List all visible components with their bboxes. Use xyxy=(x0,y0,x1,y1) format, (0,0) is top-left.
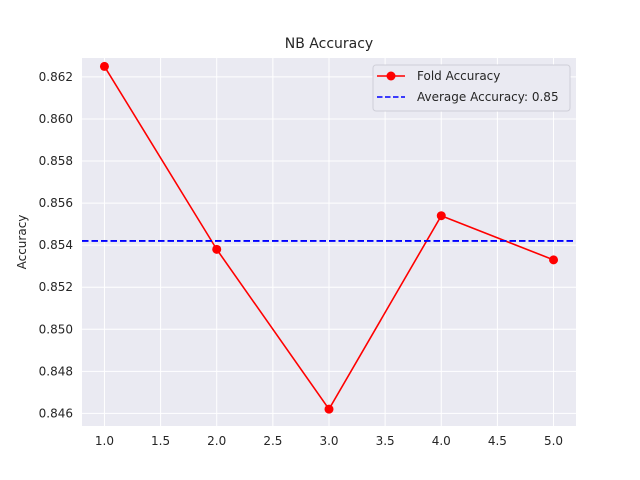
x-tick-label: 3.5 xyxy=(376,434,395,448)
y-tick-label: 0.852 xyxy=(39,280,73,294)
fold-accuracy-point xyxy=(436,211,446,221)
legend-average-label: Average Accuracy: 0.85 xyxy=(417,90,559,104)
y-tick-label: 0.854 xyxy=(39,238,73,252)
y-tick-label: 0.850 xyxy=(39,322,73,336)
y-axis-title: Accuracy xyxy=(15,215,29,270)
series-layer xyxy=(82,61,576,414)
legend: Fold Accuracy Average Accuracy: 0.85 xyxy=(372,64,571,112)
y-tick-label: 0.862 xyxy=(39,70,73,84)
legend-fold-label: Fold Accuracy xyxy=(417,69,500,83)
x-tick-label: 4.5 xyxy=(488,434,507,448)
fold-accuracy-point xyxy=(549,255,559,265)
fold-accuracy-point xyxy=(212,244,222,254)
y-tick-label: 0.858 xyxy=(39,154,73,168)
y-tick-label: 0.846 xyxy=(39,406,73,420)
legend-fold-marker xyxy=(386,71,396,81)
legend-box xyxy=(372,64,571,112)
y-tick-label: 0.860 xyxy=(39,112,73,126)
x-tick-label: 4.0 xyxy=(432,434,451,448)
y-axis-ticks: 0.846 0.848 0.850 0.852 0.854 0.856 0.858 0.860… xyxy=(39,70,73,420)
x-tick-label: 2.0 xyxy=(207,434,226,448)
chart-title: NB Accuracy xyxy=(285,36,373,52)
y-tick-label: 0.856 xyxy=(39,196,73,210)
x-tick-label: 1.0 xyxy=(95,434,114,448)
x-tick-label: 3.0 xyxy=(319,434,338,448)
x-tick-label: 5.0 xyxy=(544,434,563,448)
fold-accuracy-point xyxy=(324,404,334,414)
fold-accuracy-point xyxy=(99,61,109,71)
x-tick-label: 2.5 xyxy=(263,434,282,448)
y-tick-label: 0.848 xyxy=(39,364,73,378)
x-axis-ticks: 1.0 1.5 2.0 2.5 3.0 3.5 4.0 4.5 5.0 xyxy=(95,434,563,448)
x-tick-label: 1.5 xyxy=(151,434,170,448)
